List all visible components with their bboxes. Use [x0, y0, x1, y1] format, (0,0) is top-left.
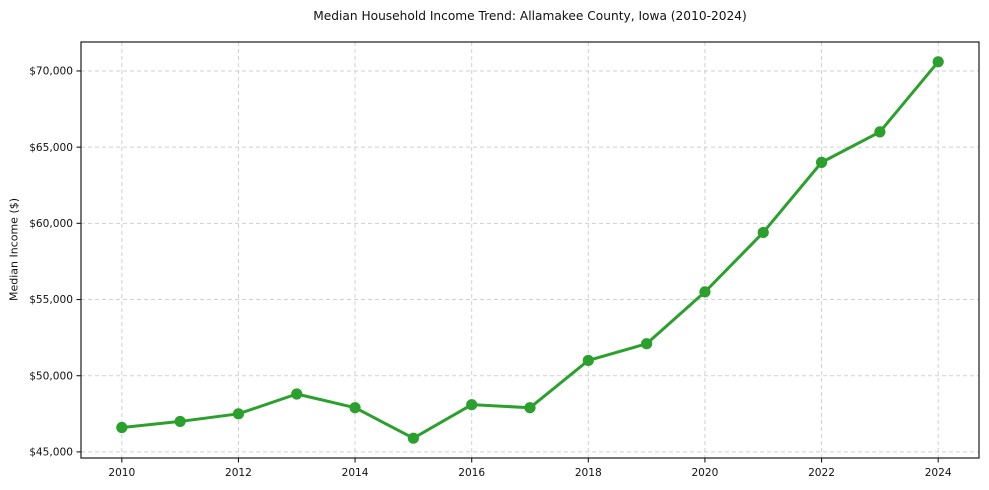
data-point-marker — [932, 56, 944, 68]
y-tick-label: $45,000 — [29, 447, 73, 459]
trend-line — [120, 60, 940, 440]
axes-frame — [80, 41, 980, 459]
x-tick-label: 2024 — [925, 467, 952, 479]
y-tick-label: $65,000 — [29, 142, 73, 154]
data-point-marker — [524, 402, 536, 414]
data-point-marker — [641, 338, 653, 350]
data-point-marker — [874, 126, 886, 138]
data-point-marker — [582, 354, 594, 367]
data-point-marker — [466, 399, 478, 411]
data-point-marker — [699, 286, 711, 298]
data-point-marker — [232, 408, 245, 420]
data-point-marker — [291, 388, 303, 400]
data-point-marker — [174, 415, 186, 428]
x-tick-label: 2020 — [691, 467, 718, 479]
chart-title: Median Household Income Trend: Allamakee… — [313, 9, 747, 23]
x-tick-label: 2012 — [225, 467, 252, 479]
data-point-marker — [349, 402, 361, 414]
y-tick-label: $70,000 — [29, 66, 73, 78]
x-tick-label: 2010 — [108, 467, 135, 479]
data-point-marker — [407, 432, 419, 444]
y-tick-label: $55,000 — [29, 294, 73, 306]
data-point-marker — [815, 156, 828, 168]
data-point-marker — [757, 226, 769, 239]
x-tick-label: 2018 — [575, 467, 602, 479]
x-tick-label: 2022 — [808, 467, 835, 479]
y-tick-label: $60,000 — [29, 218, 73, 230]
x-tick-label: 2014 — [342, 467, 369, 479]
y-tick-label: $50,000 — [29, 370, 73, 382]
x-tick-label: 2016 — [458, 467, 485, 479]
data-point-marker — [116, 421, 128, 434]
